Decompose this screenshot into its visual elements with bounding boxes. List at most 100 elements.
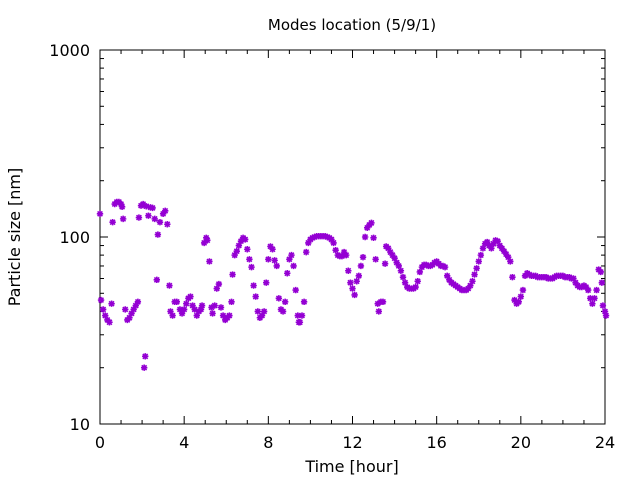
x-tick-label: 4 <box>179 433 189 452</box>
data-point <box>228 298 235 306</box>
data-point <box>167 308 174 315</box>
data-point <box>217 304 225 311</box>
data-point <box>258 312 266 319</box>
data-point <box>584 286 592 294</box>
data-point <box>473 265 480 272</box>
data-point <box>246 256 253 263</box>
data-point <box>109 218 116 226</box>
data-point <box>209 310 216 317</box>
data-point <box>591 295 598 302</box>
plot-border <box>99 49 606 425</box>
data-point <box>349 285 356 292</box>
data-point <box>229 271 236 278</box>
data-point <box>416 268 424 276</box>
data-point <box>505 253 512 261</box>
data-point <box>281 298 289 306</box>
data-point <box>219 312 227 319</box>
data-point <box>479 245 487 252</box>
data-point <box>305 239 312 247</box>
data-point <box>213 285 220 292</box>
data-point <box>108 300 115 307</box>
data-point <box>187 293 194 300</box>
data-point <box>198 302 206 309</box>
data-point <box>357 262 365 270</box>
data-point <box>154 231 162 238</box>
data-point <box>237 237 245 245</box>
data-point <box>517 293 525 300</box>
x-tick-label: 24 <box>595 433 615 452</box>
data-point <box>328 236 335 243</box>
data-point <box>279 308 287 315</box>
data-point <box>143 203 150 210</box>
data-point <box>511 296 518 304</box>
data-point <box>397 267 405 274</box>
data-point <box>353 278 360 285</box>
data-point <box>509 273 516 281</box>
data-point <box>391 255 398 262</box>
data-point <box>250 282 257 289</box>
data-point <box>332 246 339 254</box>
data-point <box>142 353 149 360</box>
data-point <box>149 204 156 212</box>
data-point <box>393 259 400 266</box>
data-point <box>244 246 251 253</box>
data-point <box>372 256 379 263</box>
data-point <box>126 314 133 321</box>
data-point <box>99 306 107 313</box>
data-point <box>589 300 596 307</box>
data-point <box>412 283 419 291</box>
data-point <box>483 238 491 246</box>
data-point <box>368 219 375 227</box>
data-point <box>156 218 164 226</box>
data-point <box>254 308 262 315</box>
data-point <box>241 236 249 243</box>
data-point <box>119 215 127 223</box>
data-point <box>286 256 293 263</box>
y-axis-label: Particle size [nm] <box>5 168 24 307</box>
data-point <box>374 300 381 307</box>
data-point <box>96 210 104 218</box>
data-point <box>441 263 449 271</box>
data-point <box>233 247 240 255</box>
data-point <box>494 237 501 245</box>
data-point <box>284 270 291 277</box>
data-point <box>176 306 184 313</box>
data-point <box>599 302 607 309</box>
x-axis: 0 4 8 12 16 20 24 <box>95 50 615 452</box>
data-point <box>191 306 198 313</box>
data-point <box>570 275 577 282</box>
data-point <box>106 319 113 326</box>
data-point <box>399 273 407 281</box>
data-point <box>271 257 278 264</box>
data-point <box>183 300 190 307</box>
data-point <box>275 295 283 302</box>
data-point <box>206 258 213 265</box>
data-point <box>235 242 243 249</box>
data-point <box>151 215 158 223</box>
data-point <box>260 308 268 315</box>
data-point <box>162 207 169 215</box>
data-point <box>355 272 363 280</box>
data-point <box>169 312 176 319</box>
data-point <box>145 212 152 219</box>
data-point <box>395 262 402 270</box>
data-point <box>134 298 142 306</box>
data-point <box>173 298 181 306</box>
data-point <box>204 237 211 244</box>
data-point <box>290 262 297 270</box>
data-point <box>338 252 346 260</box>
data-point <box>519 286 527 294</box>
data-point <box>292 286 299 294</box>
data-point <box>269 246 276 253</box>
x-axis-label: Time [hour] <box>304 457 398 476</box>
x-tick-label: 20 <box>511 433 531 452</box>
data-point <box>401 279 409 286</box>
data-point <box>208 304 215 311</box>
data-point <box>381 260 389 267</box>
data-point <box>132 302 139 309</box>
data-point <box>294 312 301 319</box>
data-point <box>180 306 188 313</box>
data-point <box>507 258 514 265</box>
data-point <box>351 291 358 299</box>
